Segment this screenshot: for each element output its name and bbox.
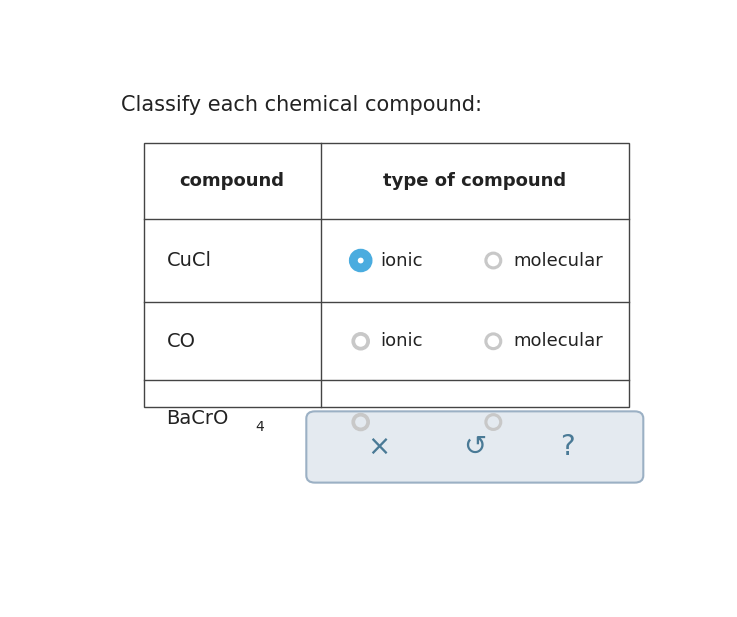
Text: type of compound: type of compound — [383, 172, 566, 190]
Text: Classify each chemical compound:: Classify each chemical compound: — [121, 96, 482, 115]
Bar — [144, 143, 629, 407]
Text: BaCrO: BaCrO — [167, 408, 228, 428]
Text: 4: 4 — [255, 420, 264, 434]
Text: CO: CO — [167, 332, 195, 351]
Text: molecular: molecular — [513, 333, 603, 350]
Text: ×: × — [367, 433, 391, 461]
Text: compound: compound — [180, 172, 284, 190]
Text: molecular: molecular — [513, 413, 603, 431]
Text: ionic: ionic — [381, 333, 423, 350]
FancyBboxPatch shape — [307, 412, 643, 482]
Text: ?: ? — [560, 433, 575, 461]
Text: ionic: ionic — [381, 413, 423, 431]
Text: ↺: ↺ — [463, 433, 486, 461]
Text: CuCl: CuCl — [167, 251, 212, 270]
Text: molecular: molecular — [513, 252, 603, 270]
Text: ionic: ionic — [381, 252, 423, 270]
